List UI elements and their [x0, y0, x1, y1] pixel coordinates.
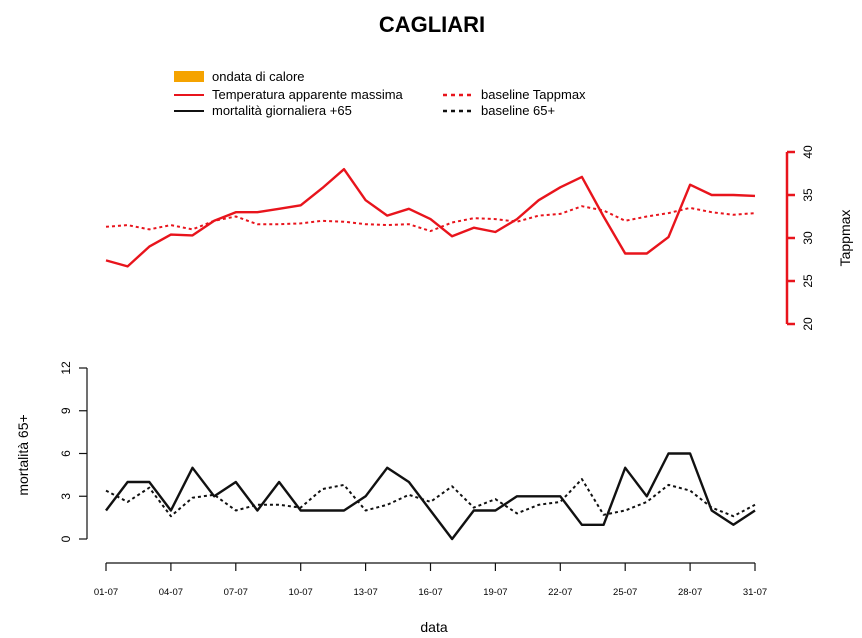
mortality-panel: 0 3 6 9 12 [59, 361, 756, 542]
x-tick-label: 07-07 [224, 587, 248, 598]
temperature-panel: 20 25 30 35 40 [105, 145, 815, 331]
x-tick-label: 28-07 [678, 587, 702, 598]
mortality-y-tick-label: 12 [59, 361, 73, 375]
x-tick-label: 25-07 [613, 587, 637, 598]
mortality-y-tick-label: 0 [59, 535, 73, 542]
y-axis-title-temperature: Tappmax [837, 210, 853, 267]
x-tick-label: 13-07 [353, 587, 377, 598]
x-tick-label: 16-07 [418, 587, 442, 598]
x-tick-label: 10-07 [289, 587, 313, 598]
mortality-y-tick-label: 3 [59, 493, 73, 500]
legend-tappmax-label: Temperatura apparente massima [212, 87, 404, 102]
x-tick-label: 01-07 [94, 587, 118, 598]
x-axis: 01-07 04-07 07-07 10-07 13-07 16-07 19-07 22-07… [94, 562, 767, 598]
x-tick-label: 04-07 [159, 587, 183, 598]
mortality-series-main [105, 452, 756, 541]
legend-baseline-tappmax-label: baseline Tappmax [481, 87, 586, 102]
mortality-y-tick-label: 9 [59, 407, 73, 414]
temperature-y-tick-label: 25 [801, 274, 815, 288]
temperature-series-baseline [105, 205, 756, 233]
legend: ondata di calore Temperatura apparente m… [174, 69, 586, 118]
y-axis-title-mortality: mortalità 65+ [15, 414, 31, 495]
legend-heatwave-swatch [174, 71, 204, 82]
legend-heatwave-label: ondata di calore [212, 69, 305, 84]
temperature-y-tick-label: 20 [801, 317, 815, 331]
x-axis-title: data [420, 619, 447, 635]
legend-baseline-mortality-label: baseline 65+ [481, 103, 555, 118]
x-tick-label: 19-07 [483, 587, 507, 598]
temperature-y-tick-label: 30 [801, 231, 815, 245]
legend-mortality-label: mortalità giornaliera +65 [212, 103, 352, 118]
x-tick-label: 22-07 [548, 587, 572, 598]
chart-title: CAGLIARI [379, 12, 485, 37]
mortality-y-tick-label: 6 [59, 450, 73, 457]
temperature-y-tick-label: 40 [801, 145, 815, 159]
x-tick-label: 31-07 [743, 587, 767, 598]
temperature-series-main [105, 167, 756, 268]
temperature-y-tick-label: 35 [801, 188, 815, 202]
